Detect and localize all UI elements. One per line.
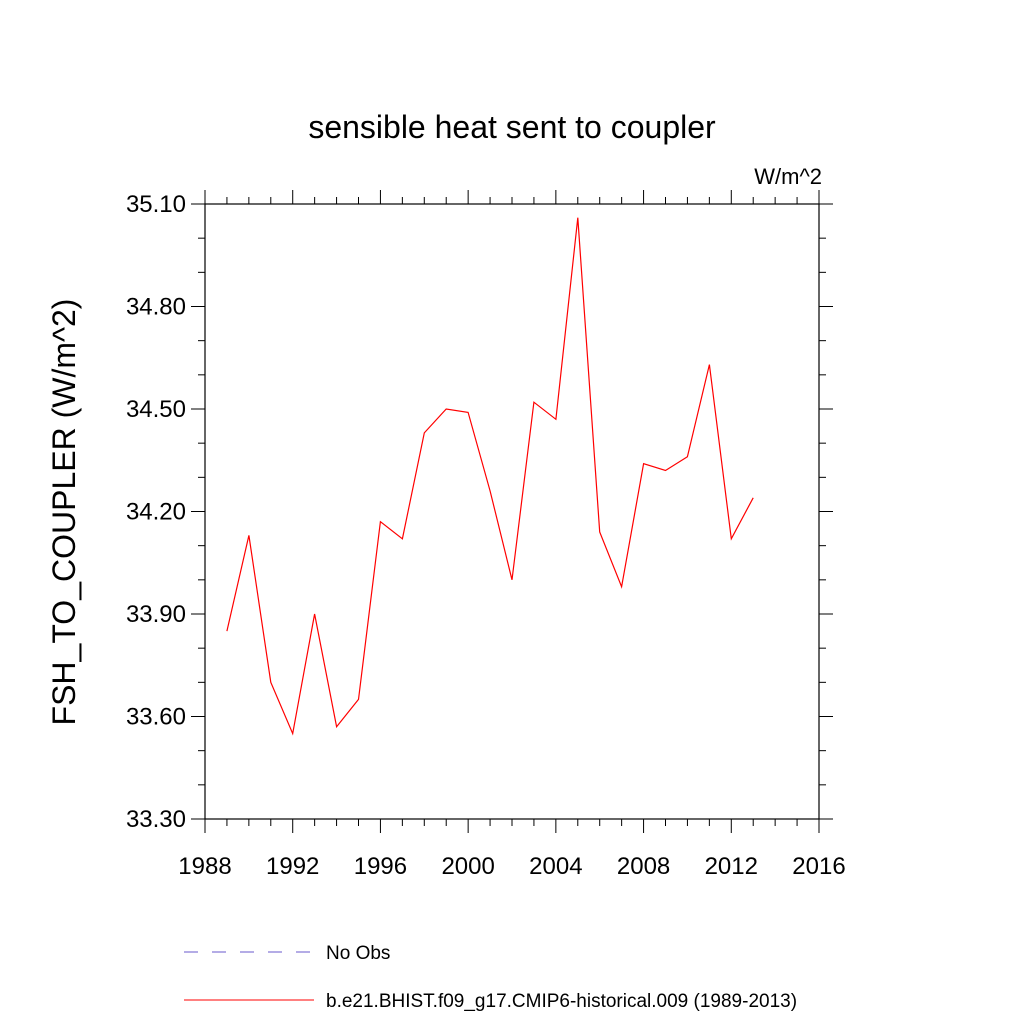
data-point	[290, 731, 295, 736]
x-tick-label: 2008	[617, 853, 670, 880]
data-point	[400, 536, 405, 541]
data-point	[488, 489, 493, 494]
x-tick-label: 1996	[354, 853, 407, 880]
series-layer	[224, 215, 756, 736]
data-point	[466, 410, 471, 415]
x-axis: 1988 1992 1996 2000 2004 2008 2012 2016	[178, 190, 846, 880]
y-tick-label: 33.90	[126, 601, 186, 628]
data-point	[619, 584, 624, 589]
x-tick-label: 1992	[266, 853, 319, 880]
data-point	[268, 680, 273, 685]
x-tick-label: 2016	[792, 853, 845, 880]
data-point	[729, 536, 734, 541]
y-axis-label: FSH_TO_COUPLER (W/m^2)	[46, 299, 82, 726]
data-point	[641, 461, 646, 466]
data-point	[751, 495, 756, 500]
data-point	[510, 577, 515, 582]
data-point	[422, 430, 427, 435]
y-tick-label: 35.10	[126, 191, 186, 218]
y-tick-label: 34.80	[126, 294, 186, 321]
legend-label: b.e21.BHIST.f09_g17.CMIP6-historical.009…	[326, 991, 797, 1012]
y-tick-label: 34.50	[126, 396, 186, 423]
data-point	[246, 533, 251, 538]
x-tick-label: 2004	[529, 853, 582, 880]
data-point	[553, 417, 558, 422]
y-tick-label: 34.20	[126, 499, 186, 526]
units-label: W/m^2	[754, 164, 822, 189]
y-axis: 33.30 33.60 33.90 34.20 34.50 34.80 35.10	[126, 191, 833, 833]
x-tick-label: 2012	[705, 853, 758, 880]
data-point	[531, 400, 536, 405]
data-point	[444, 407, 449, 412]
data-point	[597, 530, 602, 535]
chart-title: sensible heat sent to coupler	[308, 109, 716, 145]
y-tick-label: 33.60	[126, 704, 186, 731]
data-point	[224, 629, 229, 634]
data-point	[356, 697, 361, 702]
legend: No Obs b.e21.BHIST.f09_g17.CMIP6-historic…	[184, 943, 797, 1012]
plot-frame	[204, 203, 820, 820]
x-tick-label: 1988	[178, 853, 231, 880]
data-point	[685, 454, 690, 459]
data-point	[575, 215, 580, 220]
y-tick-label: 33.30	[126, 806, 186, 833]
series-line	[226, 217, 754, 736]
legend-label: No Obs	[326, 943, 390, 964]
data-point	[707, 362, 712, 367]
data-point	[663, 468, 668, 473]
data-point	[312, 612, 317, 617]
data-point	[378, 519, 383, 524]
data-point	[334, 724, 339, 729]
x-tick-label: 2000	[441, 853, 494, 880]
